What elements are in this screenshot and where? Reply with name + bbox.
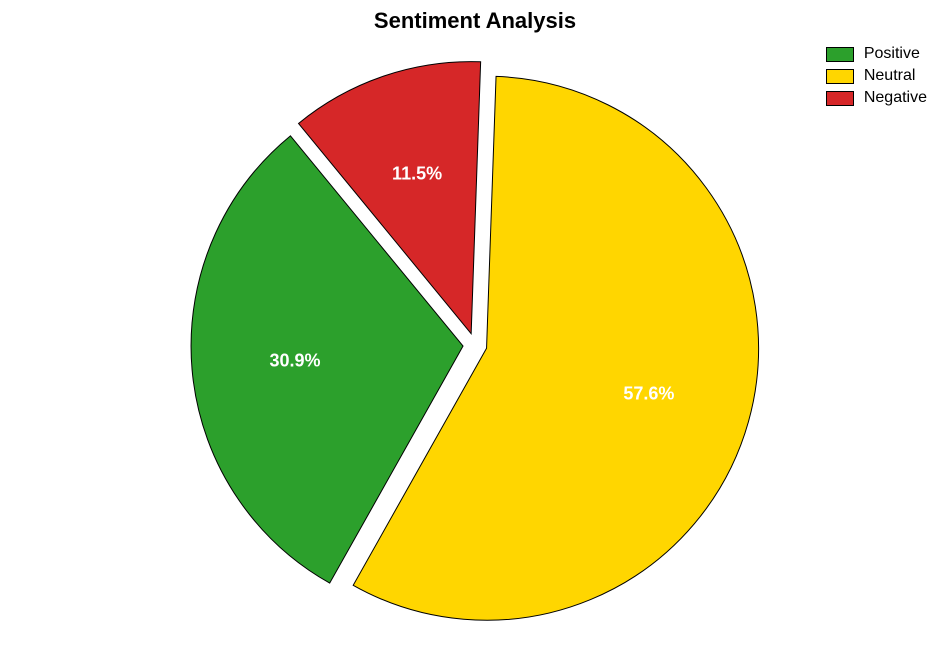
slice-label-neutral: 57.6%	[623, 383, 674, 404]
pie-svg	[190, 60, 760, 630]
chart-title: Sentiment Analysis	[374, 8, 576, 34]
pie-chart: 57.6% 30.9% 11.5%	[190, 60, 760, 630]
legend-label-neutral: Neutral	[864, 67, 916, 85]
slice-label-positive: 30.9%	[270, 350, 321, 371]
legend-label-positive: Positive	[864, 45, 920, 63]
legend-item-neutral: Neutral	[826, 67, 927, 85]
legend-swatch-neutral	[826, 69, 854, 84]
legend-swatch-positive	[826, 47, 854, 62]
legend-item-positive: Positive	[826, 45, 927, 63]
legend-label-negative: Negative	[864, 89, 927, 107]
legend-swatch-negative	[826, 91, 854, 106]
legend: Positive Neutral Negative	[826, 45, 927, 107]
legend-item-negative: Negative	[826, 89, 927, 107]
slice-label-negative: 11.5%	[392, 163, 442, 184]
